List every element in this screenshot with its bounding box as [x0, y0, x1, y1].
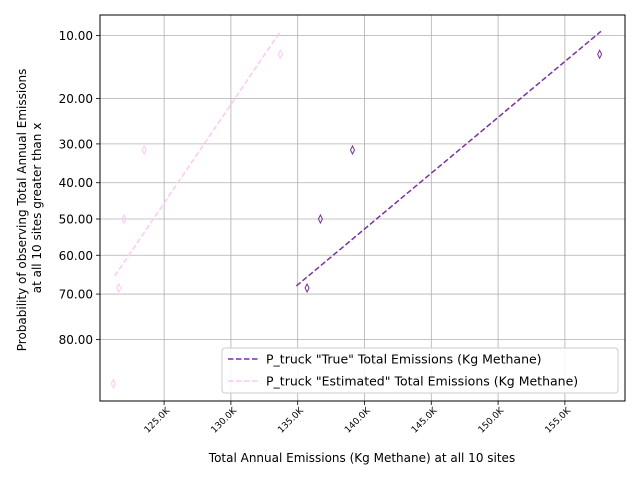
data-point — [117, 284, 121, 292]
data-point — [111, 380, 115, 388]
fit-line — [296, 31, 601, 286]
data-point — [142, 146, 146, 154]
x-tick-label: 125.0K — [143, 405, 173, 435]
data-point — [305, 284, 309, 292]
x-tick-label: 155.0K — [544, 405, 574, 435]
x-tick-label: 150.0K — [477, 405, 507, 435]
legend: P_truck "True" Total Emissions (Kg Metha… — [222, 348, 618, 393]
series-layer — [111, 31, 601, 387]
fit-line — [115, 31, 281, 276]
y-tick-label: 60.00 — [59, 249, 93, 263]
x-tick-label: 130.0K — [210, 405, 240, 435]
grid-lines — [100, 15, 625, 401]
x-axis-label: Total Annual Emissions (Kg Methane) at a… — [208, 451, 515, 465]
data-point — [350, 146, 354, 154]
y-tick-label: 70.00 — [59, 288, 93, 302]
y-axis-label-line-2: at all 10 sites greater than x — [30, 123, 44, 294]
data-point — [278, 50, 282, 58]
plot-area-frame — [100, 15, 625, 401]
y-tick-label: 20.00 — [59, 92, 93, 106]
y-tick-label: 40.00 — [59, 176, 93, 190]
y-tick-label: 10.00 — [59, 29, 93, 43]
legend-label-estimated: P_truck "Estimated" Total Emissions (Kg … — [266, 374, 578, 389]
y-tick-label: 30.00 — [59, 137, 93, 151]
y-axis-label: Probability of observing Total Annual Em… — [15, 65, 44, 351]
x-tick-label: 145.0K — [410, 405, 440, 435]
data-point — [598, 50, 602, 58]
y-tick-label: 50.00 — [59, 212, 93, 226]
series-estimated — [111, 31, 282, 387]
x-tick-label: 135.0K — [276, 405, 306, 435]
series-true — [296, 31, 601, 292]
y-tick-label: 80.00 — [59, 333, 93, 347]
y-axis-label-line-1: Probability of observing Total Annual Em… — [15, 69, 29, 352]
legend-label-true: P_truck "True" Total Emissions (Kg Metha… — [266, 352, 542, 367]
x-tick-label: 140.0K — [343, 405, 373, 435]
